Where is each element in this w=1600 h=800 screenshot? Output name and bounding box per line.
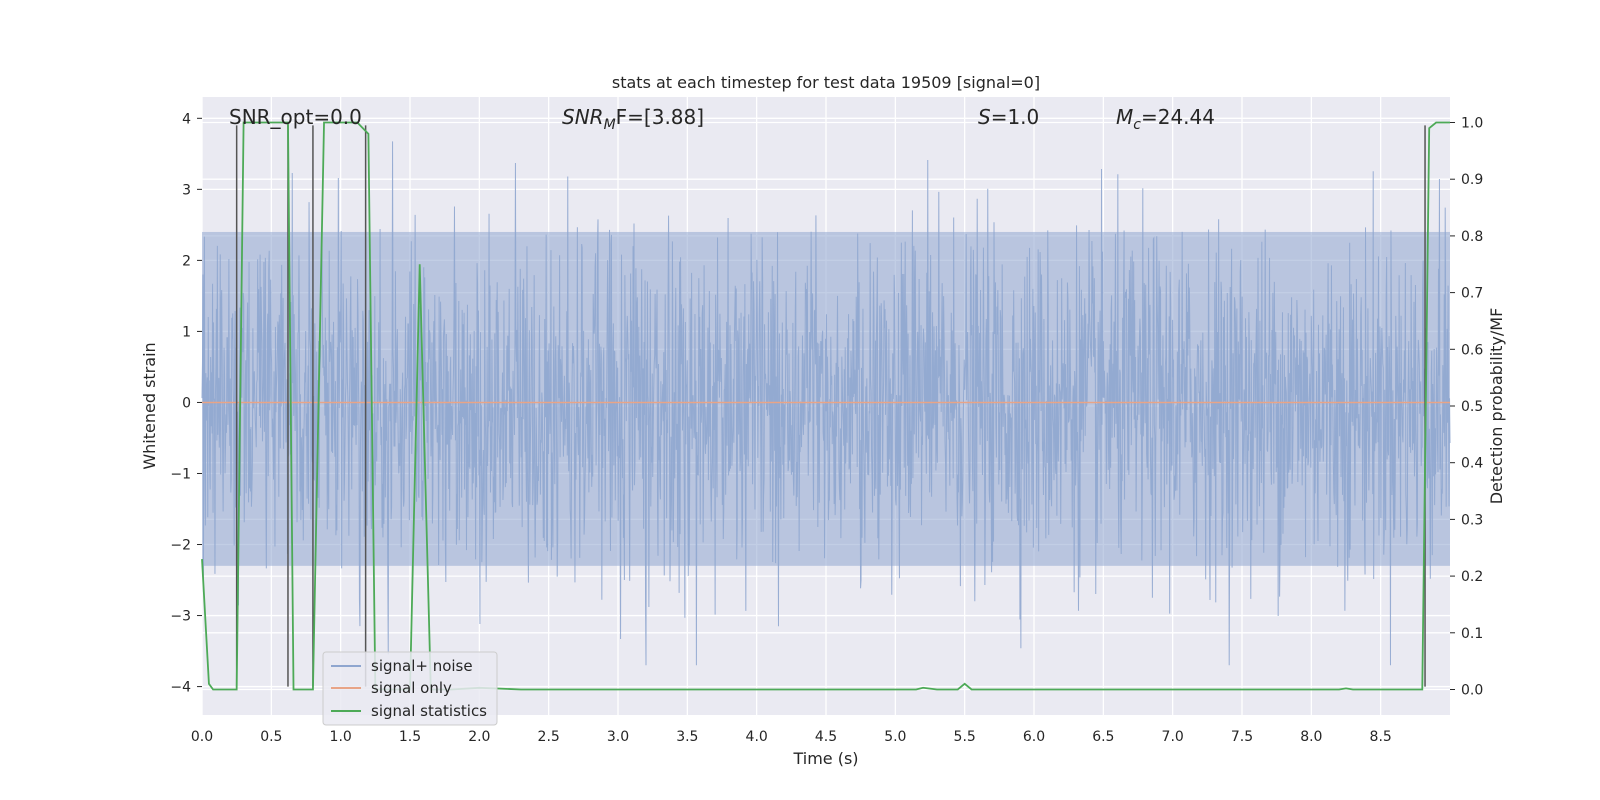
- snr-mf-annotation: SNRMF=[3.88]: [562, 105, 704, 133]
- y2-tick-label-0: 1.0: [1461, 116, 1483, 132]
- mc-sub: c: [1133, 117, 1141, 133]
- mc-main: M: [1116, 105, 1133, 129]
- chart-title: stats at each timestep for test data 195…: [612, 73, 1040, 92]
- y-tick-label-6: −2: [170, 538, 191, 554]
- x-tick-label-8: 4.0: [746, 729, 768, 745]
- x-tick-label-2: 1.0: [330, 729, 352, 745]
- y-tick-label-1: 3: [182, 182, 191, 198]
- legend: signal+ noise signal only signal statist…: [322, 651, 498, 726]
- y-tick-label-7: −3: [170, 609, 191, 625]
- noise-line: [201, 141, 1451, 666]
- y-tick-label-2: 2: [182, 253, 191, 269]
- x-tick-label-0: 0.0: [191, 729, 213, 745]
- x-tick-label-17: 8.5: [1370, 729, 1392, 745]
- legend-label-noise: signal+ noise: [371, 657, 473, 675]
- y2-tick-label-3: 0.7: [1461, 286, 1483, 302]
- y-tick-label-3: 1: [182, 324, 191, 340]
- x-tick-label-12: 6.0: [1023, 729, 1045, 745]
- y-tick-label-5: −1: [170, 466, 191, 482]
- y-axis-label: Whitened strain: [140, 342, 159, 469]
- snr-mf-sub: M: [604, 117, 616, 133]
- y-tick-label-8: −4: [170, 680, 191, 696]
- x-tick-label-6: 3.0: [607, 729, 629, 745]
- x-tick-label-7: 3.5: [676, 729, 698, 745]
- s-rest: =1.0: [991, 105, 1040, 129]
- x-axis-ticks: 0.0 0.5 1.0 1.5 2.0 2.5 3.0 3.5 4.0 4.5 5.0 5.5 6.0 6…: [191, 729, 1392, 745]
- y2-tick-label-5: 0.5: [1461, 399, 1483, 415]
- y2-axis-label: Detection probability/MF: [1487, 308, 1506, 505]
- x-axis-label: Time (s): [792, 749, 858, 768]
- x-tick-label-13: 6.5: [1092, 729, 1114, 745]
- y2-axis-ticks: 1.0 0.9 0.8 0.7 0.6 0.5 0.4 0.3 0.2 0.1 0.0: [1450, 116, 1483, 698]
- legend-box: [322, 651, 498, 726]
- x-tick-label-11: 5.5: [954, 729, 976, 745]
- legend-label-signal: signal only: [371, 679, 452, 697]
- snr-mf-main: SNR: [562, 105, 604, 129]
- x-tick-label-4: 2.0: [468, 729, 490, 745]
- x-tick-label-15: 7.5: [1231, 729, 1253, 745]
- y2-tick-label-8: 0.2: [1461, 569, 1483, 585]
- y2-tick-label-9: 0.1: [1461, 626, 1483, 642]
- noise-series: [201, 141, 1451, 666]
- s-main: S: [978, 105, 991, 129]
- mc-rest: =24.44: [1141, 105, 1215, 129]
- y2-tick-label-7: 0.3: [1461, 512, 1483, 528]
- y2-tick-label-10: 0.0: [1461, 682, 1483, 698]
- x-tick-label-9: 4.5: [815, 729, 837, 745]
- y-tick-label-4: 0: [182, 395, 191, 411]
- snr-opt-annotation: SNR_opt=0.0: [229, 105, 362, 129]
- mc-annotation: Mc=24.44: [1116, 105, 1215, 133]
- y-axis-ticks: 4 3 2 1 0 −1 −2 −3 −4: [170, 111, 202, 696]
- snr-mf-rest: F=[3.88]: [616, 105, 704, 129]
- y-tick-label-0: 4: [182, 111, 191, 127]
- legend-label-stats: signal statistics: [371, 702, 487, 720]
- x-tick-label-1: 0.5: [260, 729, 282, 745]
- y2-tick-label-1: 0.9: [1461, 172, 1483, 188]
- x-tick-label-14: 7.0: [1162, 729, 1184, 745]
- s-annotation: S=1.0: [978, 105, 1039, 129]
- y2-tick-label-4: 0.6: [1461, 342, 1483, 358]
- y2-tick-label-6: 0.4: [1461, 456, 1483, 472]
- x-tick-label-16: 8.0: [1300, 729, 1322, 745]
- x-tick-label-5: 2.5: [538, 729, 560, 745]
- x-tick-label-3: 1.5: [399, 729, 421, 745]
- x-tick-label-10: 5.0: [884, 729, 906, 745]
- y2-tick-label-2: 0.8: [1461, 229, 1483, 245]
